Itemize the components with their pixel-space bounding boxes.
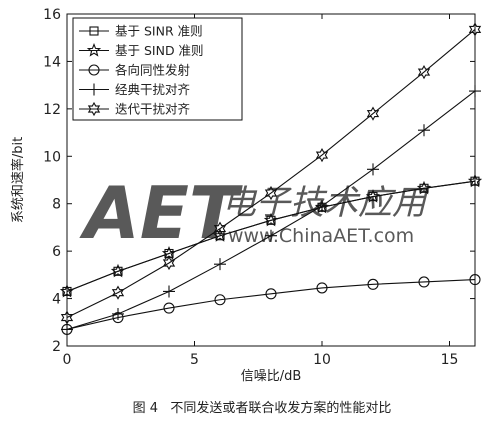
legend-entry: 迭代干扰对齐 [79, 102, 191, 117]
y-axis-label: 系统和速率/bit [10, 137, 26, 223]
legend-entry: 各向同性发射 [79, 63, 190, 78]
data-point-plus [265, 229, 277, 242]
data-point-hexagram [213, 221, 227, 236]
legend-entry: 基于 SINR 准则 [79, 24, 203, 39]
data-point-plus [469, 85, 481, 98]
data-point-circle [316, 282, 328, 294]
data-point-circle [418, 276, 430, 288]
series-3 [61, 85, 481, 336]
series-2 [61, 274, 481, 335]
data-point-hexagram [162, 255, 176, 271]
data-point-star [212, 228, 228, 242]
series-line [66, 279, 476, 330]
x-tick-label: 15 [441, 352, 459, 368]
y-tick-label: 14 [43, 54, 61, 70]
y-tick-label: 12 [43, 102, 61, 118]
data-point-plus [418, 124, 430, 137]
series-line [66, 28, 476, 319]
data-point-star [59, 283, 75, 298]
data-point-plus [367, 163, 379, 176]
x-tick-label: 0 [63, 352, 72, 368]
legend-marker-hexagram [87, 101, 101, 117]
data-point-star [416, 180, 432, 195]
data-point-circle [265, 288, 277, 300]
data-point-plus [61, 323, 73, 336]
series-layer [59, 22, 483, 336]
data-point-hexagram [366, 106, 380, 121]
legend-label: 各向同性发射 [115, 63, 190, 78]
legend-label: 基于 SIND 准则 [115, 43, 204, 58]
legend-entry: 经典干扰对齐 [79, 82, 191, 97]
y-tick-label: 4 [52, 292, 61, 308]
data-point-circle [214, 294, 226, 306]
data-point-plus [163, 285, 175, 298]
data-point-hexagram [264, 185, 278, 201]
watermark: AET 电子技术应用 www.ChinaAET.com [79, 171, 429, 255]
legend-marker-square [89, 26, 99, 36]
data-point-hexagram [468, 22, 482, 37]
watermark-logo: AET [79, 171, 243, 255]
legend-marker-plus [88, 83, 100, 96]
data-point-hexagram [315, 147, 329, 163]
legend-label: 经典干扰对齐 [115, 82, 191, 97]
x-tick-label: 10 [313, 352, 331, 368]
data-point-circle [469, 274, 481, 286]
plot-area-frame [66, 13, 476, 347]
legend-box [72, 17, 243, 121]
legend-label: 基于 SINR 准则 [115, 24, 203, 39]
y-tick-label: 10 [43, 149, 61, 165]
data-point-star [365, 189, 381, 203]
y-tick-label: 16 [43, 7, 61, 23]
data-point-star [110, 263, 126, 278]
data-point-hexagram [417, 64, 431, 80]
y-tick-label: 6 [52, 244, 61, 260]
legend-marker-star [86, 42, 102, 57]
watermark-url: www.ChinaAET.com [228, 225, 414, 247]
y-tick-label: 2 [52, 339, 61, 355]
data-point-plus [112, 307, 124, 320]
x-axis-label: 信噪比/dB [241, 369, 302, 384]
data-point-hexagram [60, 310, 74, 325]
axis-ticks: 0 5 10 15 2 4 6 8 10 12 14 16 [43, 7, 475, 368]
data-point-plus [316, 200, 328, 213]
data-point-plus [214, 258, 226, 271]
data-point-circle [367, 278, 379, 290]
x-tick-label: 5 [190, 352, 199, 368]
data-point-star [263, 212, 279, 227]
data-point-hexagram [111, 285, 125, 300]
figure-caption: 图 4 不同发送或者联合收发方案的性能对比 [133, 400, 392, 416]
legend-label: 迭代干扰对齐 [115, 102, 191, 117]
series-1 [59, 173, 483, 298]
series-line [66, 180, 476, 292]
data-point-star [467, 173, 483, 188]
legend-entry: 基于 SIND 准则 [79, 42, 204, 58]
data-point-circle [163, 302, 175, 314]
legend-marker-circle [88, 64, 100, 76]
series-4 [60, 22, 482, 325]
y-tick-label: 8 [52, 197, 61, 213]
